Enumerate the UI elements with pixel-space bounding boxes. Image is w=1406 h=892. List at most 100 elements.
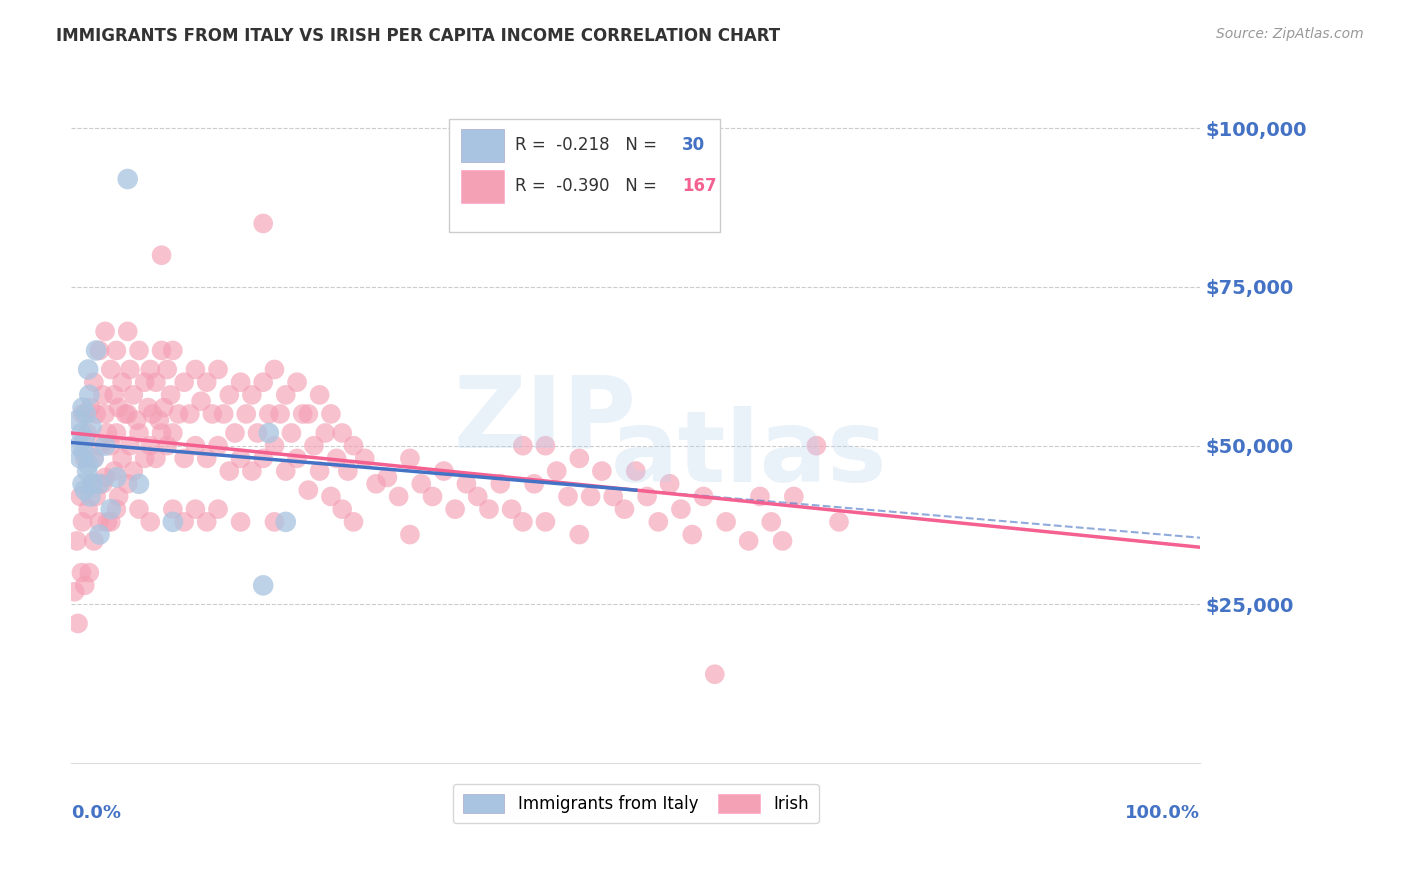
Point xyxy=(128,425,150,440)
Point xyxy=(117,476,139,491)
Point xyxy=(91,388,114,402)
Point xyxy=(162,515,184,529)
Point xyxy=(162,343,184,358)
Point xyxy=(63,584,86,599)
Point xyxy=(69,451,91,466)
Point xyxy=(79,566,101,580)
Point xyxy=(257,407,280,421)
Point xyxy=(330,425,353,440)
Point xyxy=(76,464,98,478)
Text: R =  -0.218   N =: R = -0.218 N = xyxy=(515,136,662,154)
FancyBboxPatch shape xyxy=(450,119,720,232)
Point xyxy=(96,425,118,440)
Point xyxy=(269,407,291,421)
Point xyxy=(73,433,96,447)
Point xyxy=(128,502,150,516)
Point xyxy=(150,248,173,262)
Point xyxy=(257,425,280,440)
Point xyxy=(79,401,101,415)
Point xyxy=(546,464,568,478)
Point xyxy=(806,439,828,453)
Point xyxy=(591,464,613,478)
Point xyxy=(167,407,190,421)
Point xyxy=(252,217,274,231)
Point xyxy=(523,476,546,491)
Point xyxy=(139,515,162,529)
Point xyxy=(212,407,235,421)
Point xyxy=(134,451,156,466)
Point xyxy=(761,515,783,529)
Point xyxy=(153,401,176,415)
Point xyxy=(411,476,433,491)
Point xyxy=(422,490,444,504)
Point xyxy=(195,451,218,466)
Point xyxy=(89,515,111,529)
Point xyxy=(75,407,97,421)
Point xyxy=(636,490,658,504)
Point xyxy=(456,476,478,491)
Point xyxy=(103,464,125,478)
Point xyxy=(714,515,737,529)
Point xyxy=(70,425,93,440)
Point xyxy=(79,490,101,504)
Point xyxy=(122,388,145,402)
Point xyxy=(285,451,308,466)
Point xyxy=(125,413,148,427)
Point xyxy=(77,502,100,516)
Point xyxy=(568,527,591,541)
Point xyxy=(297,407,319,421)
Point xyxy=(89,476,111,491)
Point xyxy=(100,502,122,516)
Text: R =  -0.390   N =: R = -0.390 N = xyxy=(515,178,662,195)
Point xyxy=(117,325,139,339)
Point xyxy=(77,362,100,376)
Point xyxy=(579,490,602,504)
Point xyxy=(184,439,207,453)
Point xyxy=(111,375,134,389)
Point xyxy=(96,515,118,529)
Point xyxy=(82,476,104,491)
Point xyxy=(117,172,139,186)
Point xyxy=(139,362,162,376)
Point xyxy=(145,451,167,466)
Point xyxy=(89,439,111,453)
Point xyxy=(150,425,173,440)
Point xyxy=(388,490,411,504)
Point xyxy=(66,413,89,427)
Point xyxy=(83,451,105,466)
Point xyxy=(602,490,624,504)
Point xyxy=(512,515,534,529)
Point xyxy=(444,502,467,516)
Point xyxy=(76,425,98,440)
Point xyxy=(478,502,501,516)
Point xyxy=(364,476,387,491)
Point xyxy=(285,375,308,389)
Point xyxy=(783,490,806,504)
Point xyxy=(229,451,252,466)
Point xyxy=(274,515,297,529)
Point xyxy=(69,490,91,504)
Point xyxy=(141,407,163,421)
Point xyxy=(100,362,122,376)
Point xyxy=(280,425,302,440)
Point xyxy=(263,439,285,453)
Point xyxy=(658,476,681,491)
Point xyxy=(325,451,347,466)
FancyBboxPatch shape xyxy=(461,170,503,202)
Point xyxy=(489,476,512,491)
Point xyxy=(308,464,330,478)
Text: ZIP: ZIP xyxy=(454,372,637,469)
Point xyxy=(353,451,375,466)
Point xyxy=(240,388,263,402)
Legend: Immigrants from Italy, Irish: Immigrants from Italy, Irish xyxy=(453,784,818,823)
Point xyxy=(83,533,105,548)
Point xyxy=(218,388,240,402)
Point xyxy=(218,464,240,478)
Point xyxy=(772,533,794,548)
Point xyxy=(72,401,94,415)
Point xyxy=(139,439,162,453)
Point xyxy=(749,490,772,504)
Point xyxy=(73,578,96,592)
Point xyxy=(84,407,107,421)
Point xyxy=(156,362,179,376)
